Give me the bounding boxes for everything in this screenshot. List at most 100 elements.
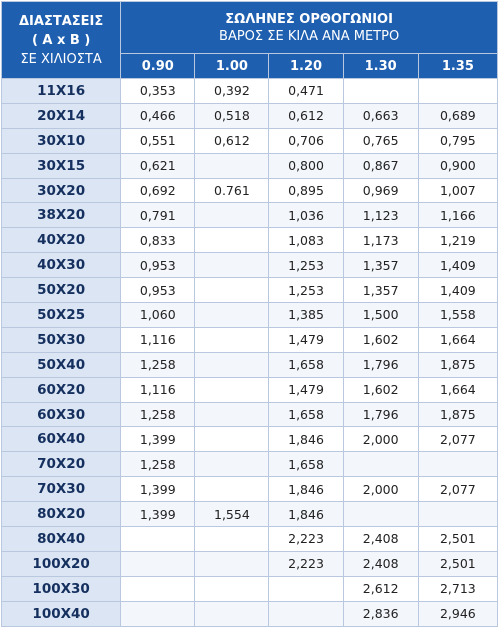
weight-cell: 0,900: [417, 152, 499, 179]
thickness-header: 1.20: [268, 53, 344, 79]
weight-cell: 1,083: [268, 227, 344, 254]
weight-cell: 2,077: [417, 476, 499, 503]
weight-cell: 1,036: [268, 202, 344, 229]
weight-cell: 1,602: [342, 376, 419, 403]
weight-cell: 2,836: [342, 600, 419, 627]
weight-cell: 1,385: [268, 302, 344, 328]
weight-cell: 1,658: [268, 401, 344, 428]
weight-cell: 1,479: [268, 326, 344, 353]
weight-cell: [194, 252, 270, 279]
weight-cell: 0,791: [120, 202, 196, 229]
weight-cell: [417, 501, 499, 528]
dimension-title: ΔΙΑΣΤΑΣΕΙΣ: [18, 13, 104, 29]
weight-cell: 1,846: [268, 426, 344, 453]
weight-cell: 0,895: [268, 177, 344, 204]
weight-cell: 0,621: [120, 152, 196, 179]
weight-cell: 1,123: [342, 202, 419, 229]
weight-cell: 0,689: [417, 102, 499, 129]
table-row: 60X40 1,399 1,846 2,000 2,077: [0, 426, 499, 453]
weight-cell: [194, 227, 270, 254]
weight-cell: [268, 600, 344, 627]
thickness-header: 1.30: [342, 53, 419, 79]
weight-cell: 1,796: [342, 401, 419, 428]
thickness-header: 0.90: [120, 53, 196, 79]
weight-cell: [194, 302, 270, 328]
weight-cell: [194, 451, 270, 478]
weight-cell: 1,409: [417, 277, 499, 304]
weight-cell: 1,558: [417, 302, 499, 328]
weight-cell: 2,501: [417, 550, 499, 577]
weight-cell: 1,258: [120, 451, 196, 478]
weight-cell: 1,554: [194, 501, 270, 528]
weight-cell: 0,392: [194, 78, 270, 104]
weight-cell: 1,357: [342, 252, 419, 279]
weight-cell: 2,501: [417, 526, 499, 552]
weight-cell: 0,353: [120, 78, 196, 104]
weight-cell: 1,602: [342, 326, 419, 353]
table-row: 60X30 1,258 1,658 1,796 1,875: [0, 401, 499, 428]
weight-cell: 1,479: [268, 376, 344, 403]
dimension-cell: 50X30: [0, 326, 122, 353]
weight-cell: 0,706: [268, 127, 344, 154]
weight-cell: 1,796: [342, 351, 419, 378]
dimension-cell: 60X40: [0, 426, 122, 453]
weight-cell: 0,953: [120, 277, 196, 304]
dimension-cell: 11X16: [0, 78, 122, 104]
dimension-cell: 70X30: [0, 476, 122, 503]
weight-cell: [268, 575, 344, 602]
weight-cell: [120, 575, 196, 602]
weight-cell: [120, 550, 196, 577]
weight-cell: 1,658: [268, 351, 344, 378]
weight-cell: [120, 600, 196, 627]
table-row: 40X20 0,833 1,083 1,173 1,219: [0, 227, 499, 254]
weight-cell: 1,060: [120, 302, 196, 328]
dimension-cell: 70X20: [0, 451, 122, 478]
weight-cell: 2,612: [342, 575, 419, 602]
weight-cell: 1,116: [120, 326, 196, 353]
title-header: ΣΩΛΗΝΕΣ ΟΡΘΟΓΩΝΙΟΙ ΒΑΡΟΣ ΣΕ ΚΙΛΑ ΑΝΑ ΜΕΤ…: [120, 1, 498, 54]
weight-cell: 1,007: [417, 177, 499, 204]
weight-cell: 0,518: [194, 102, 270, 129]
table-row: 40X30 0,953 1,253 1,357 1,409: [0, 252, 499, 279]
dimension-cell: 100X20: [0, 550, 122, 577]
weight-cell: 2,000: [342, 426, 419, 453]
dimension-cell: 38X20: [0, 202, 122, 229]
weight-cell: 1,116: [120, 376, 196, 403]
table-row: 50X20 0,953 1,253 1,357 1,409: [0, 277, 499, 304]
table-row: 50X40 1,258 1,658 1,796 1,875: [0, 351, 499, 378]
table-row: 100X20 2,223 2,408 2,501: [0, 550, 499, 577]
weight-cell: 2,408: [342, 526, 419, 552]
table-row: 30X20 0,692 0.761 0,895 0,969 1,007: [0, 177, 499, 204]
weight-cell: 1,399: [120, 501, 196, 528]
table-row: 70X20 1,258 1,658: [0, 451, 499, 478]
weight-cell: 1,219: [417, 227, 499, 254]
weight-cell: 1,664: [417, 376, 499, 403]
weight-cell: [194, 351, 270, 378]
weight-cell: [194, 600, 270, 627]
table-row: 11X16 0,353 0,392 0,471: [0, 78, 499, 104]
weight-cell: [194, 550, 270, 577]
weight-cell: 0,953: [120, 252, 196, 279]
weight-cell: 1,846: [268, 476, 344, 503]
weight-cell: 2,713: [417, 575, 499, 602]
weight-cell: 1,399: [120, 476, 196, 503]
table-row: 80X40 2,223 2,408 2,501: [0, 526, 499, 552]
weight-cell: [342, 78, 419, 104]
weight-cell: 0,663: [342, 102, 419, 129]
table-row: 30X10 0,551 0,612 0,706 0,765 0,795: [0, 127, 499, 154]
table-row: 70X30 1,399 1,846 2,000 2,077: [0, 476, 499, 503]
dimension-cell: 60X20: [0, 376, 122, 403]
dimension-cell: 40X20: [0, 227, 122, 254]
weight-cell: [194, 401, 270, 428]
dimension-cell: 80X40: [0, 526, 122, 552]
weight-cell: 0,551: [120, 127, 196, 154]
weight-cell: 0,692: [120, 177, 196, 204]
table-row: 100X40 2,836 2,946: [0, 600, 499, 627]
weight-cell: 2,223: [268, 550, 344, 577]
weight-cell: 0,612: [268, 102, 344, 129]
weight-cell: 2,077: [417, 426, 499, 453]
weight-cell: 1,258: [120, 351, 196, 378]
table-row: 30X15 0,621 0,800 0,867 0,900: [0, 152, 499, 179]
